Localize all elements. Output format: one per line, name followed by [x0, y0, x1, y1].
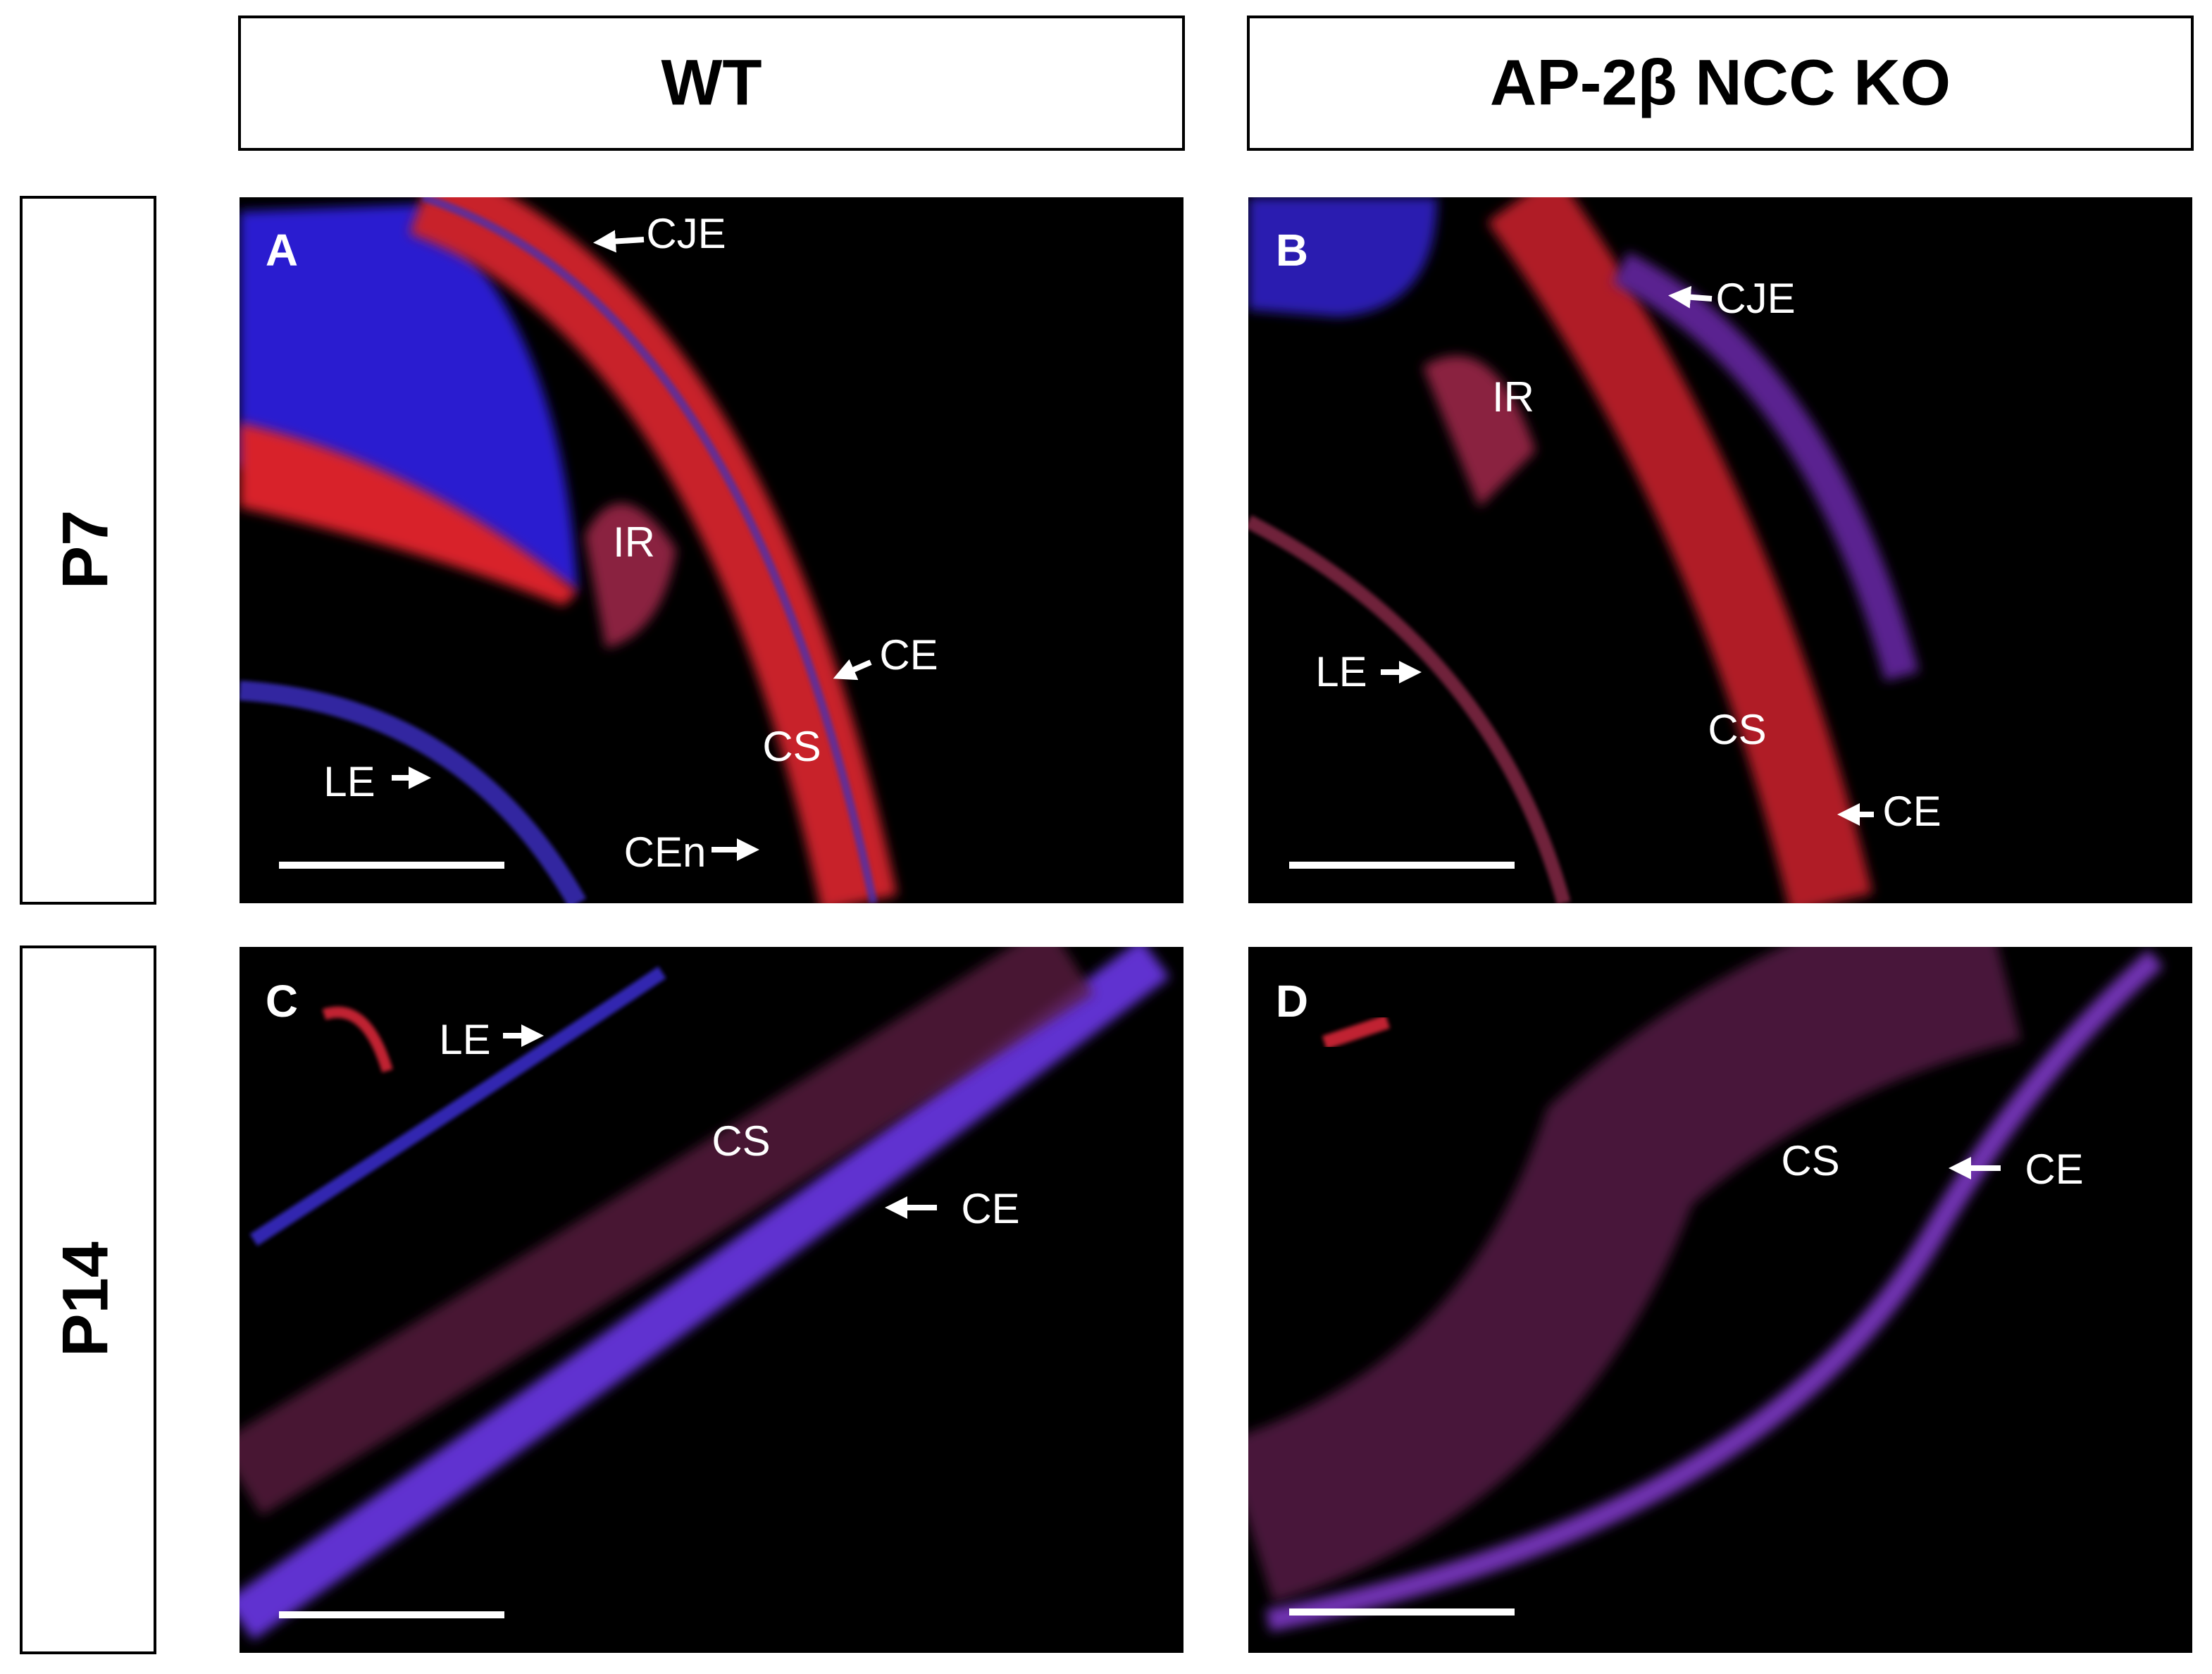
tissue: [240, 197, 897, 903]
panel-letter: C: [266, 976, 298, 1027]
structure-label: CE: [2025, 1146, 2083, 1193]
panel-letter: A: [266, 225, 298, 275]
arrow: [1668, 285, 1713, 309]
row-header: P14: [49, 1241, 121, 1357]
scale-bars: [279, 862, 1515, 1618]
structure-label: CS: [712, 1117, 770, 1165]
structure-label: CS: [762, 723, 821, 770]
row-header: P7: [49, 510, 121, 590]
structure-label: CE: [879, 631, 938, 678]
panel-letter: D: [1276, 976, 1308, 1027]
column-header-boxes: [20, 16, 2194, 1654]
structure-label: CE: [961, 1185, 1019, 1232]
structure-label: CEn: [624, 829, 707, 876]
structure-label: LE: [323, 758, 375, 805]
structure-label: CJE: [1715, 275, 1795, 322]
column-header: WT: [661, 46, 762, 118]
structure-label: CE: [1882, 788, 1941, 835]
structure-label: CS: [1708, 706, 1766, 753]
structure-label: LE: [1315, 648, 1367, 695]
structure-label: LE: [439, 1016, 490, 1063]
structure-label: IR: [1492, 373, 1534, 421]
arrow: [833, 659, 872, 681]
tissue: [1248, 947, 2163, 1632]
panel-letter: B: [1276, 225, 1308, 275]
column-header: AP-2β NCC KO: [1490, 46, 1951, 118]
tissue: [240, 947, 1170, 1640]
structure-label: IR: [613, 519, 655, 566]
structure-label: CS: [1781, 1137, 1839, 1184]
arrow: [593, 230, 645, 253]
structure-label: CJE: [646, 210, 726, 257]
